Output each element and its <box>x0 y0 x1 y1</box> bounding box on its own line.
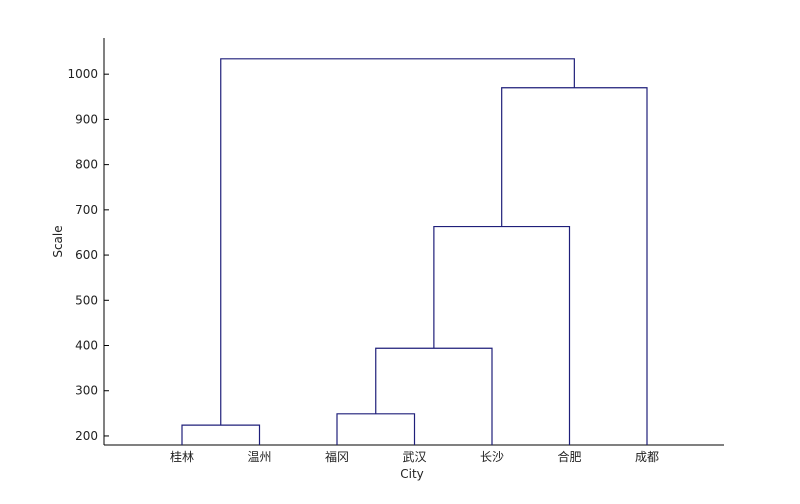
y-tick-label: 600 <box>75 248 98 262</box>
x-tick-label: 温州 <box>247 450 271 464</box>
y-tick-label: 300 <box>75 384 98 398</box>
dendrogram-link <box>375 347 493 445</box>
y-tick-label: 1000 <box>67 67 98 81</box>
dendrogram-links <box>181 58 648 445</box>
x-tick-label: 武汉 <box>402 450 426 464</box>
x-tick-label: 成都 <box>635 450 659 464</box>
x-tick-label: 福冈 <box>325 449 349 464</box>
y-tick-label: 500 <box>75 293 98 307</box>
y-axis-label: Scale <box>51 225 65 257</box>
y-tick-label: 200 <box>75 429 98 443</box>
dendrogram-link <box>220 58 575 426</box>
dendrogram-link <box>433 225 571 445</box>
y-tick-label: 900 <box>75 112 98 126</box>
dendrogram-link <box>181 424 261 445</box>
dendrogram-link <box>336 413 416 445</box>
y-tick-label: 800 <box>75 158 98 172</box>
y-ticks: 200 300 400 500 600 700 800 900 1000 <box>67 67 109 443</box>
dendrogram-link <box>501 87 648 445</box>
x-tick-label: 桂林 <box>170 449 194 464</box>
x-tick-label: 长沙 <box>480 450 504 464</box>
x-tick-labels: 桂林 温州 福冈 武汉 长沙 合肥 成都 <box>170 449 659 464</box>
x-tick-label: 合肥 <box>557 449 581 464</box>
x-axis-label: City <box>400 467 424 481</box>
axes <box>103 38 724 446</box>
y-tick-label: 400 <box>75 339 98 353</box>
y-tick-label: 700 <box>75 203 98 217</box>
